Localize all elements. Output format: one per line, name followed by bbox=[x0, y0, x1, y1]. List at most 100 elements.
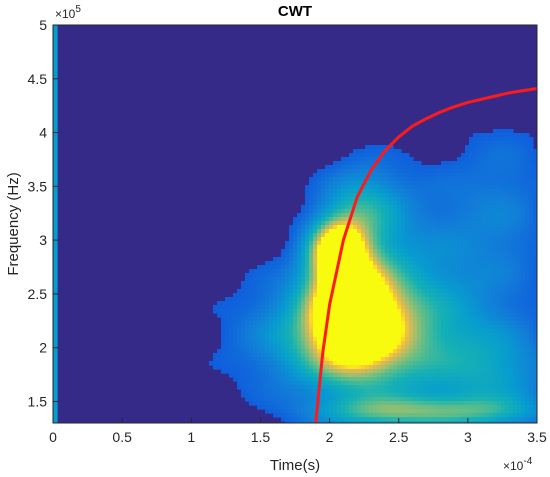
heatmap-cell bbox=[525, 273, 530, 278]
heatmap-cell bbox=[533, 381, 537, 386]
heatmap-cell bbox=[465, 261, 470, 266]
heatmap-cell bbox=[369, 297, 374, 302]
heatmap-cell bbox=[429, 165, 434, 170]
heatmap-cell bbox=[533, 377, 537, 382]
heatmap-cell bbox=[241, 341, 246, 346]
heatmap-cell bbox=[345, 369, 350, 374]
heatmap-cell bbox=[505, 137, 510, 142]
heatmap-cell bbox=[333, 349, 338, 354]
heatmap-cell bbox=[309, 361, 314, 366]
heatmap-cell bbox=[289, 225, 294, 230]
heatmap-cell bbox=[509, 161, 514, 166]
heatmap-cell bbox=[441, 265, 446, 270]
heatmap-cell bbox=[469, 193, 474, 198]
heatmap-cell bbox=[513, 197, 518, 202]
heatmap-cell bbox=[469, 361, 474, 366]
heatmap-cell bbox=[529, 165, 534, 170]
heatmap-cell bbox=[313, 217, 318, 222]
heatmap-cell bbox=[301, 393, 306, 398]
heatmap-cell bbox=[449, 265, 454, 270]
heatmap-cell bbox=[301, 341, 306, 346]
heatmap-cell bbox=[449, 317, 454, 322]
heatmap-cell bbox=[409, 301, 414, 306]
heatmap-cell bbox=[453, 217, 458, 222]
heatmap-cell bbox=[529, 177, 534, 182]
heatmap-cell bbox=[373, 369, 378, 374]
heatmap-cell bbox=[505, 265, 510, 270]
heatmap-cell bbox=[409, 261, 414, 266]
heatmap-cell bbox=[353, 161, 358, 166]
heatmap-cell bbox=[281, 309, 286, 314]
heatmap-cell bbox=[429, 205, 434, 210]
heatmap-cell bbox=[449, 365, 454, 370]
heatmap-cell bbox=[485, 353, 490, 358]
heatmap-cell bbox=[373, 205, 378, 210]
heatmap-cell bbox=[269, 369, 274, 374]
heatmap-cell bbox=[53, 97, 58, 102]
heatmap-cell bbox=[397, 297, 402, 302]
heatmap-cell bbox=[53, 105, 58, 110]
heatmap-cell bbox=[497, 197, 502, 202]
heatmap-cell bbox=[229, 317, 234, 322]
heatmap-cell bbox=[393, 257, 398, 262]
heatmap-cell bbox=[293, 273, 298, 278]
heatmap-cell bbox=[53, 253, 58, 258]
heatmap-cell bbox=[509, 221, 514, 226]
heatmap-cell bbox=[361, 281, 366, 286]
heatmap-cell bbox=[289, 281, 294, 286]
heatmap-cell bbox=[225, 357, 230, 362]
heatmap-cell bbox=[289, 413, 294, 418]
heatmap-cell bbox=[529, 361, 534, 366]
heatmap-cell bbox=[457, 197, 462, 202]
heatmap-cell bbox=[381, 217, 386, 222]
heatmap-cell bbox=[449, 177, 454, 182]
heatmap-cell bbox=[389, 285, 394, 290]
heatmap-cell bbox=[485, 153, 490, 158]
heatmap-cell bbox=[441, 377, 446, 382]
heatmap-cell bbox=[525, 357, 530, 362]
heatmap-cell bbox=[501, 229, 506, 234]
heatmap-cell bbox=[357, 181, 362, 186]
heatmap-cell bbox=[301, 333, 306, 338]
heatmap-cell bbox=[241, 349, 246, 354]
heatmap-cell bbox=[437, 177, 442, 182]
heatmap-cell bbox=[521, 205, 526, 210]
heatmap-cell bbox=[297, 409, 302, 414]
heatmap-cell bbox=[325, 401, 330, 406]
heatmap-cell bbox=[309, 365, 314, 370]
heatmap-cell bbox=[305, 377, 310, 382]
heatmap-cell bbox=[473, 273, 478, 278]
heatmap-cell bbox=[497, 341, 502, 346]
heatmap-cell bbox=[385, 389, 390, 394]
heatmap-cell bbox=[461, 165, 466, 170]
heatmap-cell bbox=[457, 397, 462, 402]
heatmap-cell bbox=[525, 237, 530, 242]
heatmap-cell bbox=[517, 381, 522, 386]
heatmap-cell bbox=[317, 265, 322, 270]
heatmap-cell bbox=[413, 241, 418, 246]
heatmap-cell bbox=[277, 357, 282, 362]
heatmap-cell bbox=[281, 385, 286, 390]
heatmap-cell bbox=[445, 325, 450, 330]
heatmap-cell bbox=[277, 345, 282, 350]
heatmap-cell bbox=[245, 381, 250, 386]
heatmap-cell bbox=[481, 265, 486, 270]
heatmap-cell bbox=[493, 273, 498, 278]
heatmap-cell bbox=[285, 337, 290, 342]
heatmap-cell bbox=[273, 357, 278, 362]
heatmap-cell bbox=[341, 369, 346, 374]
heatmap-cell bbox=[401, 285, 406, 290]
heatmap-cell bbox=[373, 265, 378, 270]
heatmap-cell bbox=[393, 353, 398, 358]
heatmap-cell bbox=[445, 337, 450, 342]
heatmap-cell bbox=[369, 285, 374, 290]
heatmap-cell bbox=[393, 157, 398, 162]
heatmap-cell bbox=[281, 277, 286, 282]
heatmap-cell bbox=[293, 269, 298, 274]
heatmap-cell bbox=[345, 245, 350, 250]
heatmap-cell bbox=[249, 325, 254, 330]
heatmap-cell bbox=[505, 329, 510, 334]
heatmap-cell bbox=[521, 393, 526, 398]
heatmap-cell bbox=[237, 289, 242, 294]
heatmap-cell bbox=[493, 421, 498, 423]
